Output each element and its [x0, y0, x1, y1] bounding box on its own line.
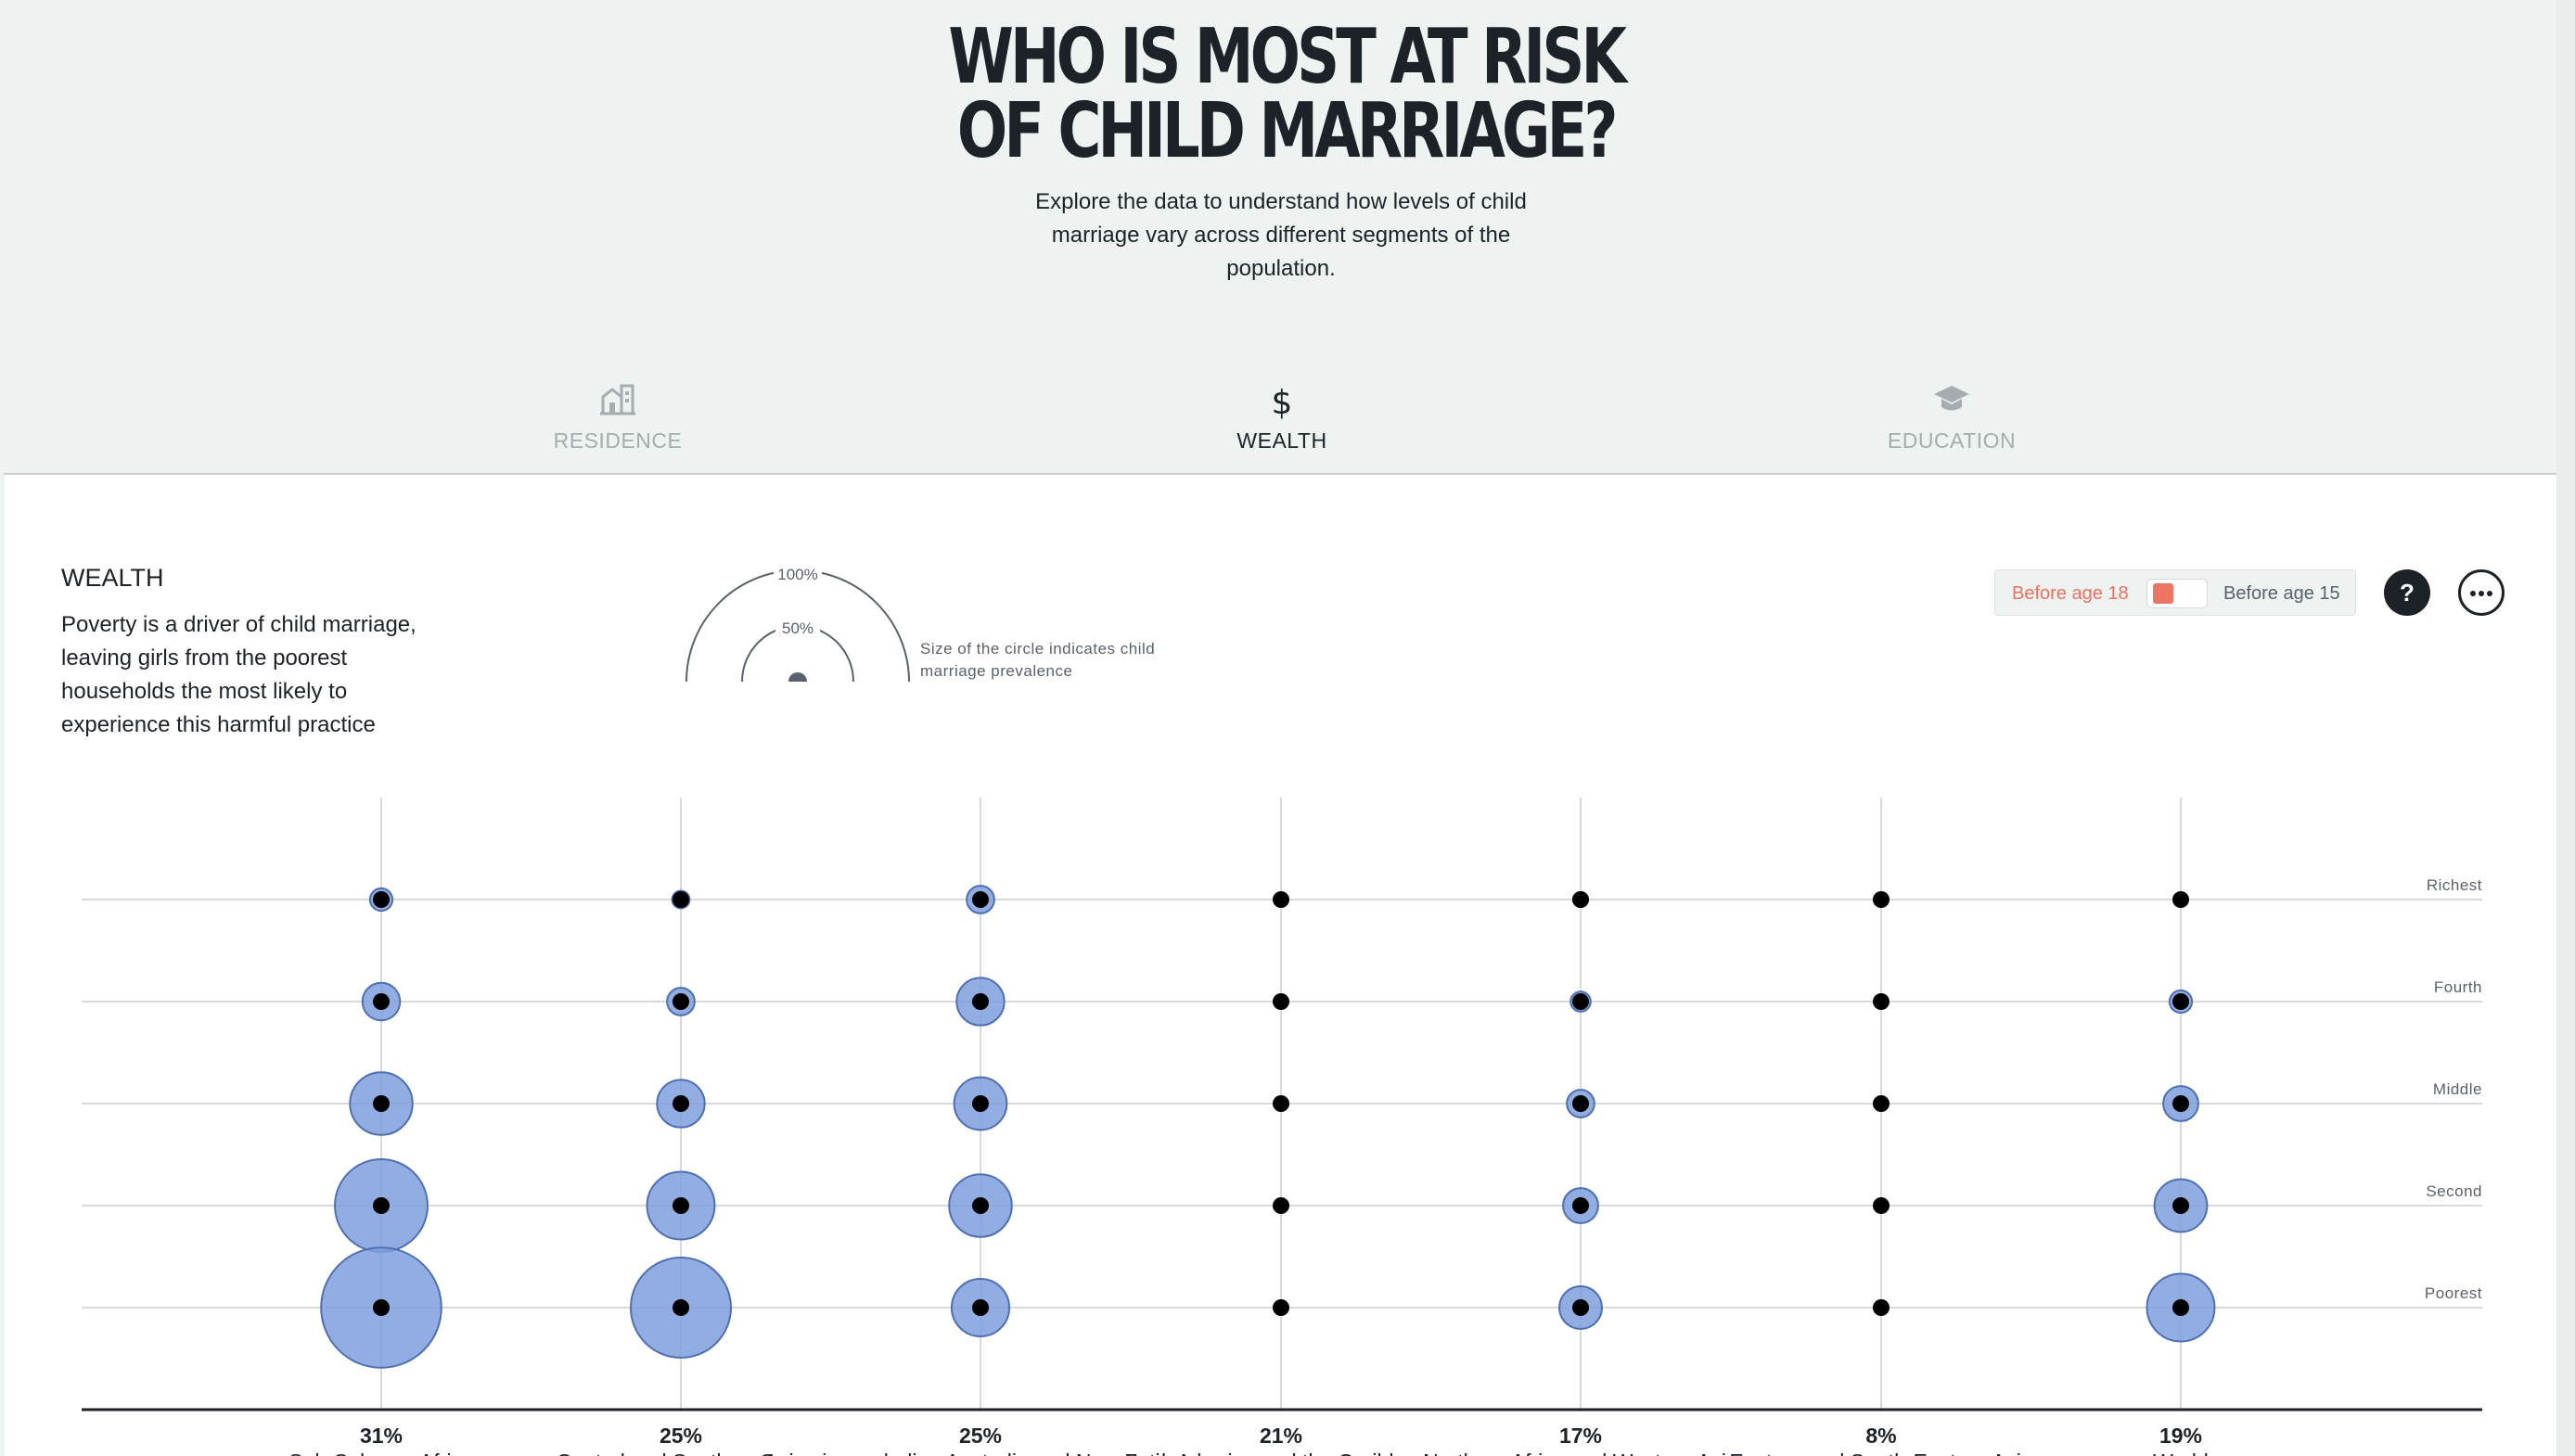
data-point-dot: [1873, 1095, 1890, 1112]
data-point-dot: [1572, 1299, 1589, 1316]
row-label: Middle: [2433, 1080, 2482, 1098]
graduation-cap-icon: [1932, 382, 1971, 420]
row-label: Poorest: [2425, 1284, 2482, 1302]
data-point-dot: [972, 1095, 989, 1112]
column-name-label: World: [2153, 1450, 2209, 1456]
section-title: WEALTH: [61, 564, 164, 592]
column-name-label: Northern Africa and Western Asia: [1423, 1450, 1738, 1456]
building-icon: [599, 382, 636, 420]
data-point-dot: [673, 1197, 689, 1214]
legend-label-50: 50%: [782, 619, 813, 637]
title-line-1: WHO IS MOST AT RISK: [948, 13, 1627, 101]
column-total-label: 25%: [660, 1424, 702, 1448]
ellipsis-icon[interactable]: [2458, 569, 2505, 616]
row-label: Fourth: [2434, 978, 2482, 996]
page-edge: [2556, 0, 2575, 1456]
column-total-label: 31%: [360, 1424, 403, 1448]
data-point-dot: [1572, 1095, 1589, 1112]
wealth-bubble-chart: Richest Fourth Middle Second Poorest 31% Sub-S…: [82, 798, 2482, 1456]
column-total-label: 8%: [1865, 1424, 1896, 1448]
data-point-dot: [2172, 993, 2189, 1010]
data-point-dot: [972, 1197, 989, 1214]
dollar-icon: $: [1270, 382, 1294, 424]
title-line-2: OF CHILD MARRIAGE?: [956, 87, 1619, 175]
data-point-dot: [1873, 1299, 1890, 1316]
data-point-dot: [972, 1299, 989, 1316]
data-point-dot: [1273, 1299, 1289, 1316]
column-name-label: Latin America and the Caribbean: [1126, 1450, 1437, 1456]
data-point-dot: [1273, 1095, 1289, 1112]
row-label: Second: [2426, 1182, 2482, 1200]
tab-residence-label: RESIDENCE: [553, 428, 683, 453]
data-point-dot: [673, 1095, 689, 1112]
data-point-dot: [1572, 891, 1589, 908]
page-subtitle: Explore the data to understand how level…: [1035, 189, 1527, 281]
size-legend-caption: Size of the circle indicates child marri…: [920, 640, 1156, 680]
data-point-dot: [2172, 891, 2189, 908]
column-name-label: Sub-Saharan Africa: [288, 1450, 474, 1456]
tab-wealth[interactable]: $ WEALTH: [1223, 352, 1340, 477]
data-point-dot: [1572, 1197, 1589, 1214]
data-point-dot: [373, 1299, 390, 1316]
data-point-dot: [2172, 1095, 2189, 1112]
data-point-dot: [673, 993, 689, 1010]
data-point-dot: [2172, 1299, 2189, 1316]
data-point-dot: [673, 891, 689, 908]
toggle-option-before-15[interactable]: Before age 15: [2223, 583, 2340, 604]
svg-text:$: $: [1272, 384, 1293, 419]
column-name-label: Central and Southern Asia: [557, 1450, 806, 1456]
data-point-dot: [1873, 1197, 1890, 1214]
tab-residence[interactable]: RESIDENCE: [455, 352, 780, 475]
data-point-dot: [373, 1197, 390, 1214]
legend-label-100: 100%: [777, 566, 817, 583]
column-total-label: 25%: [959, 1424, 1002, 1448]
section-description: Poverty is a driver of child marriage, l…: [61, 612, 416, 737]
data-point-dot: [1873, 993, 1890, 1010]
data-point-dot: [1572, 993, 1589, 1010]
data-point-dot: [1873, 891, 1890, 908]
help-button[interactable]: ?: [2384, 569, 2430, 616]
tab-education-label: EDUCATION: [1887, 428, 2017, 453]
column-total-label: 21%: [1260, 1424, 1302, 1448]
tabs-divider: [4, 473, 2556, 475]
data-point-dot: [1273, 891, 1289, 908]
column-total-label: 19%: [2159, 1424, 2202, 1448]
category-tabs: RESIDENCE $ WEALTH EDUCATION: [4, 352, 2556, 477]
data-point-dot: [373, 891, 390, 908]
page-title: WHO IS MOST AT RISK OF CHILD MARRIAGE?: [282, 13, 2290, 175]
data-point-dot: [972, 993, 989, 1010]
column-name-label: Eastern and South-Eastern Asia: [1729, 1450, 2033, 1456]
legend-circle-small: [788, 672, 807, 682]
age-toggle[interactable]: Before age 18 Before age 15: [1994, 569, 2356, 616]
tab-education[interactable]: EDUCATION: [1822, 352, 2082, 475]
data-point-dot: [1273, 993, 1289, 1010]
tab-wealth-label: WEALTH: [1236, 428, 1327, 453]
toggle-switch[interactable]: [2146, 579, 2208, 608]
row-label: Richest: [2427, 876, 2482, 894]
data-point-dot: [1273, 1197, 1289, 1214]
column-name-label: Oceania, excluding Australia and New Zea…: [760, 1450, 1202, 1456]
column-total-label: 17%: [1559, 1424, 1602, 1448]
data-point-dot: [972, 891, 989, 908]
data-point-dot: [373, 1095, 390, 1112]
data-point-dot: [2172, 1197, 2189, 1214]
size-legend: 100% 50% Size of the circle indicates ch…: [677, 566, 1159, 686]
toggle-option-before-18[interactable]: Before age 18: [2012, 583, 2129, 604]
toggle-knob: [2153, 583, 2173, 604]
data-point-dot: [673, 1299, 689, 1316]
data-point-dot: [373, 993, 390, 1010]
